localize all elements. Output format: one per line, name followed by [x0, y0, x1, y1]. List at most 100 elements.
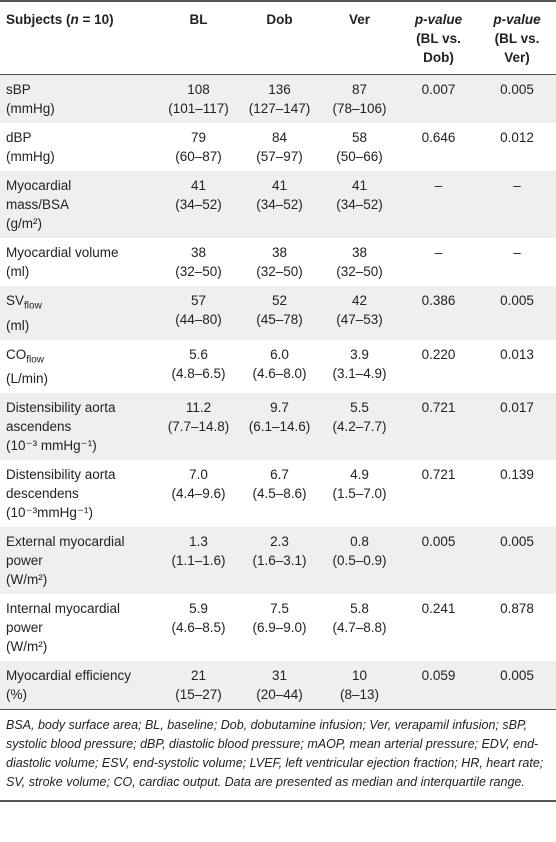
cell-ver-median: 4.9 — [350, 467, 369, 483]
cell-ver: 41 (34–52) — [320, 171, 399, 238]
cell-bl-iqr: (4.4–9.6) — [171, 486, 226, 502]
cell-p-ver: – — [513, 245, 521, 260]
cell-dob: 9.7 (6.1–14.6) — [239, 393, 320, 460]
cell-ver-median: 41 — [351, 178, 368, 193]
cell-p-ver: 0.005 — [500, 82, 534, 97]
results-table: Subjects (n = 10) BL Dob Ver p-value (BL… — [0, 1, 556, 710]
cell-dob-median: 6.0 — [270, 346, 289, 362]
table-row: External myocardial power (W/m²) 1.3 (1.1–1.… — [0, 527, 556, 595]
cell-bl: 108 (101–117) — [158, 75, 239, 124]
row-label-line: (mmHg) — [6, 149, 55, 164]
row-label-line: (W/m²) — [6, 572, 48, 588]
table-row: Myocardial efficiency (%) 21 (15–27) 31 (20–4… — [0, 661, 556, 710]
cell-dob-iqr: (127–147) — [248, 101, 311, 116]
row-label-line: (10⁻³ mmHg⁻¹) — [6, 438, 97, 454]
cell-ver: 42 (47–53) — [320, 286, 399, 340]
cell-ver: 58 (50–66) — [320, 123, 399, 171]
cell-dob: 6.7 (4.5–8.6) — [239, 460, 320, 527]
cell-dob-iqr: (4.6–8.0) — [252, 365, 307, 381]
cell-bl-iqr: (32–50) — [175, 264, 222, 279]
cell-dob-median: 9.7 — [270, 400, 289, 416]
cell-ver-median: 10 — [351, 668, 368, 684]
cell-dob: 52 (45–78) — [239, 286, 320, 340]
cell-p-dob: 0.721 — [421, 467, 456, 483]
cell-dob: 31 (20–44) — [239, 661, 320, 709]
cell-dob-iqr: (45–78) — [256, 312, 303, 327]
header-p-ver: p-value (BL vs. Ver) — [478, 1, 556, 75]
table-footnote: BSA, body surface area; BL, baseline; Do… — [0, 709, 556, 803]
cell-bl: 5.6 (4.8–6.5) — [158, 340, 239, 394]
cell-ver-median: 5.5 — [350, 400, 369, 416]
cell-dob: 38 (32–50) — [239, 238, 320, 286]
cell-bl-iqr: (44–80) — [175, 312, 222, 327]
cell-dob-iqr: (4.5–8.6) — [252, 486, 307, 502]
cell-bl-median: 41 — [190, 178, 207, 193]
row-label-line: Distensibility aorta — [6, 400, 116, 416]
row-label: COflow (L/min) — [0, 340, 158, 394]
cell-ver-median: 87 — [351, 82, 368, 97]
cell-bl-median: 108 — [187, 82, 210, 97]
cell-ver-iqr: (4.2–7.7) — [332, 419, 387, 435]
cell-bl: 5.9 (4.6–8.5) — [158, 594, 239, 661]
cell-bl-median: 38 — [190, 245, 207, 260]
cell-dob-iqr: (6.1–14.6) — [248, 419, 311, 435]
cell-ver: 0.8 (0.5–0.9) — [320, 527, 399, 594]
cell-dob-median: 7.5 — [270, 601, 289, 617]
cell-ver-iqr: (78–106) — [332, 101, 387, 116]
row-label-line: Myocardial — [6, 178, 72, 193]
cell-p-dob: 0.059 — [421, 668, 456, 684]
header-dob: Dob — [266, 12, 293, 27]
table-row: Internal myocardial power (W/m²) 5.9 (4.6–8.… — [0, 594, 556, 662]
row-label-line: descendens — [6, 486, 79, 502]
cell-p-ver: 0.005 — [500, 668, 534, 684]
row-label-line: Internal myocardial — [6, 601, 121, 617]
cell-bl: 41 (34–52) — [158, 171, 239, 238]
cell-ver: 87 (78–106) — [320, 75, 399, 124]
row-label-line: Myocardial volume — [6, 245, 119, 260]
table-row: Myocardial volume (ml) 38 (32–50) 38 (32–50) 3… — [0, 238, 556, 286]
cell-dob: 84 (57–97) — [239, 123, 320, 171]
row-label: Myocardial volume (ml) — [0, 238, 158, 286]
row-label-line: ascendens — [6, 419, 72, 435]
row-label: Myocardial efficiency (%) — [0, 661, 158, 709]
row-label-line: power — [6, 620, 43, 636]
cell-bl-median: 79 — [190, 130, 207, 145]
cell-dob-median: 31 — [271, 668, 288, 684]
cell-ver-iqr: (34–52) — [336, 197, 383, 212]
cell-p-ver: 0.005 — [500, 534, 534, 550]
cell-bl-median: 5.9 — [189, 601, 208, 617]
row-label-line: Myocardial efficiency — [6, 668, 132, 684]
row-label-line: SVflow — [6, 293, 42, 312]
footnote-abbreviations: BSA, body surface area; BL, baseline; Do… — [6, 718, 544, 790]
cell-bl: 38 (32–50) — [158, 238, 239, 286]
cell-ver-median: 0.8 — [350, 534, 369, 550]
row-label-line: mass/BSA — [6, 197, 70, 212]
cell-bl: 21 (15–27) — [158, 661, 239, 709]
header-subjects: Subjects (n = 10) — [6, 12, 114, 27]
header-p-dob-line2: (BL vs. — [416, 31, 461, 46]
cell-p-dob: 0.386 — [421, 293, 456, 308]
cell-p-dob: 0.721 — [421, 400, 456, 416]
row-label-line: (ml) — [6, 264, 30, 279]
cell-ver-iqr: (4.7–8.8) — [332, 620, 387, 636]
cell-p-dob: 0.241 — [421, 601, 456, 617]
cell-dob-median: 52 — [271, 293, 288, 308]
header-bl: BL — [189, 12, 208, 27]
cell-p-dob: 0.646 — [421, 130, 456, 145]
row-label-line: (%) — [6, 687, 27, 703]
cell-p-dob: 0.005 — [421, 534, 456, 550]
cell-p-ver: 0.017 — [500, 400, 534, 416]
cell-dob: 6.0 (4.6–8.0) — [239, 340, 320, 394]
row-label: External myocardial power (W/m²) — [0, 527, 158, 594]
cell-p-ver: 0.013 — [500, 346, 534, 362]
cell-ver-median: 42 — [351, 293, 368, 308]
cell-dob-median: 136 — [268, 82, 291, 97]
table-row: Distensibility aorta descendens (10⁻³mmHg⁻… — [0, 460, 556, 528]
row-label: Internal myocardial power (W/m²) — [0, 594, 158, 661]
cell-bl-iqr: (7.7–14.8) — [167, 419, 230, 435]
cell-p-ver: 0.139 — [500, 467, 534, 483]
row-label: dBP (mmHg) — [0, 123, 158, 171]
row-label-line: power — [6, 553, 43, 569]
row-label: Myocardial mass/BSA (g/m²) — [0, 171, 158, 238]
cell-dob: 2.3 (1.6–3.1) — [239, 527, 320, 594]
